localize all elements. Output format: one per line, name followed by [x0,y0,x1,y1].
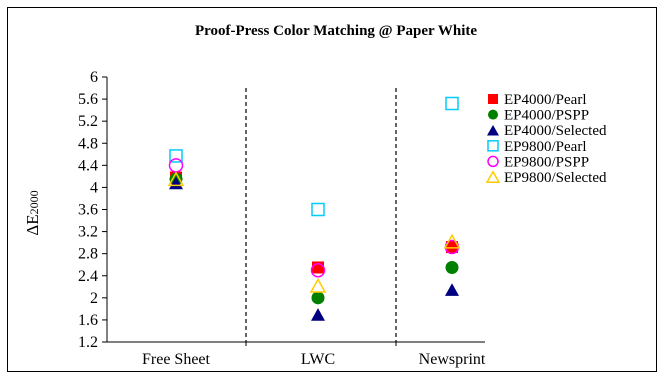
y-tick-label: 4.8 [78,135,98,152]
data-point [445,96,459,111]
legend-marker [488,94,498,104]
legend-marker [488,109,498,120]
legend-marker [487,140,499,152]
svg-text:ΔE2000: ΔE2000 [23,190,42,235]
x-tick-label: Free Sheet [142,351,211,368]
x-tick-label: Newsprint [419,351,486,368]
legend-label: EP4000/Pearl [504,92,587,108]
data-point [311,308,325,321]
legend-label: EP9800/Pearl [504,139,587,155]
legend: EP4000/PearlEP4000/PSPPEP4000/SelectedEP… [485,92,607,186]
legend-label: EP4000/Selected [504,123,607,139]
y-tick-label: 2 [90,290,98,307]
y-axis-label-main: ΔE [23,214,42,235]
legend-label: EP9800/Selected [504,170,607,186]
legend-marker [487,124,499,136]
data-point [167,171,185,187]
legend-label: EP9800/PSPP [504,154,589,170]
y-tick-label: 3.6 [78,202,98,219]
legend-label: EP4000/PSPP [504,108,589,124]
data-point [445,283,459,296]
y-tick-label: 4.4 [78,157,98,174]
plot-area: 1.2 1.6 2 2.4 2.8 3.2 3.6 4 4.4 4.8 5.2 5.6 6 Free Sh… [78,69,486,368]
y-tick-label: 2.8 [78,246,98,263]
data-point [311,291,325,305]
y-tick-label: 3.2 [78,224,98,241]
chart-title: Proof-Press Color Matching @ Paper White [195,23,477,39]
data-point [446,241,458,254]
legend-marker [485,170,501,183]
data-point [309,277,327,293]
data-point [443,233,461,249]
chart-border [7,7,657,372]
y-tick-label: 5.6 [78,91,98,108]
y-tick-label: 5.2 [78,113,98,130]
y-tick-label: 2.4 [78,268,98,285]
x-tick-label: LWC [301,351,335,368]
legend-marker [487,155,499,168]
y-tick-label: 6 [90,69,98,86]
data-point [445,260,459,274]
y-axis-label: ΔE2000 [23,190,42,235]
data-point [310,262,326,278]
y-tick-label: 4 [90,179,98,196]
data-point [169,149,183,163]
y-tick-label: 1.2 [78,334,98,351]
y-axis-label-sub: 2000 [27,190,41,214]
y-tick-label: 1.6 [78,312,98,329]
data-point [311,202,325,217]
